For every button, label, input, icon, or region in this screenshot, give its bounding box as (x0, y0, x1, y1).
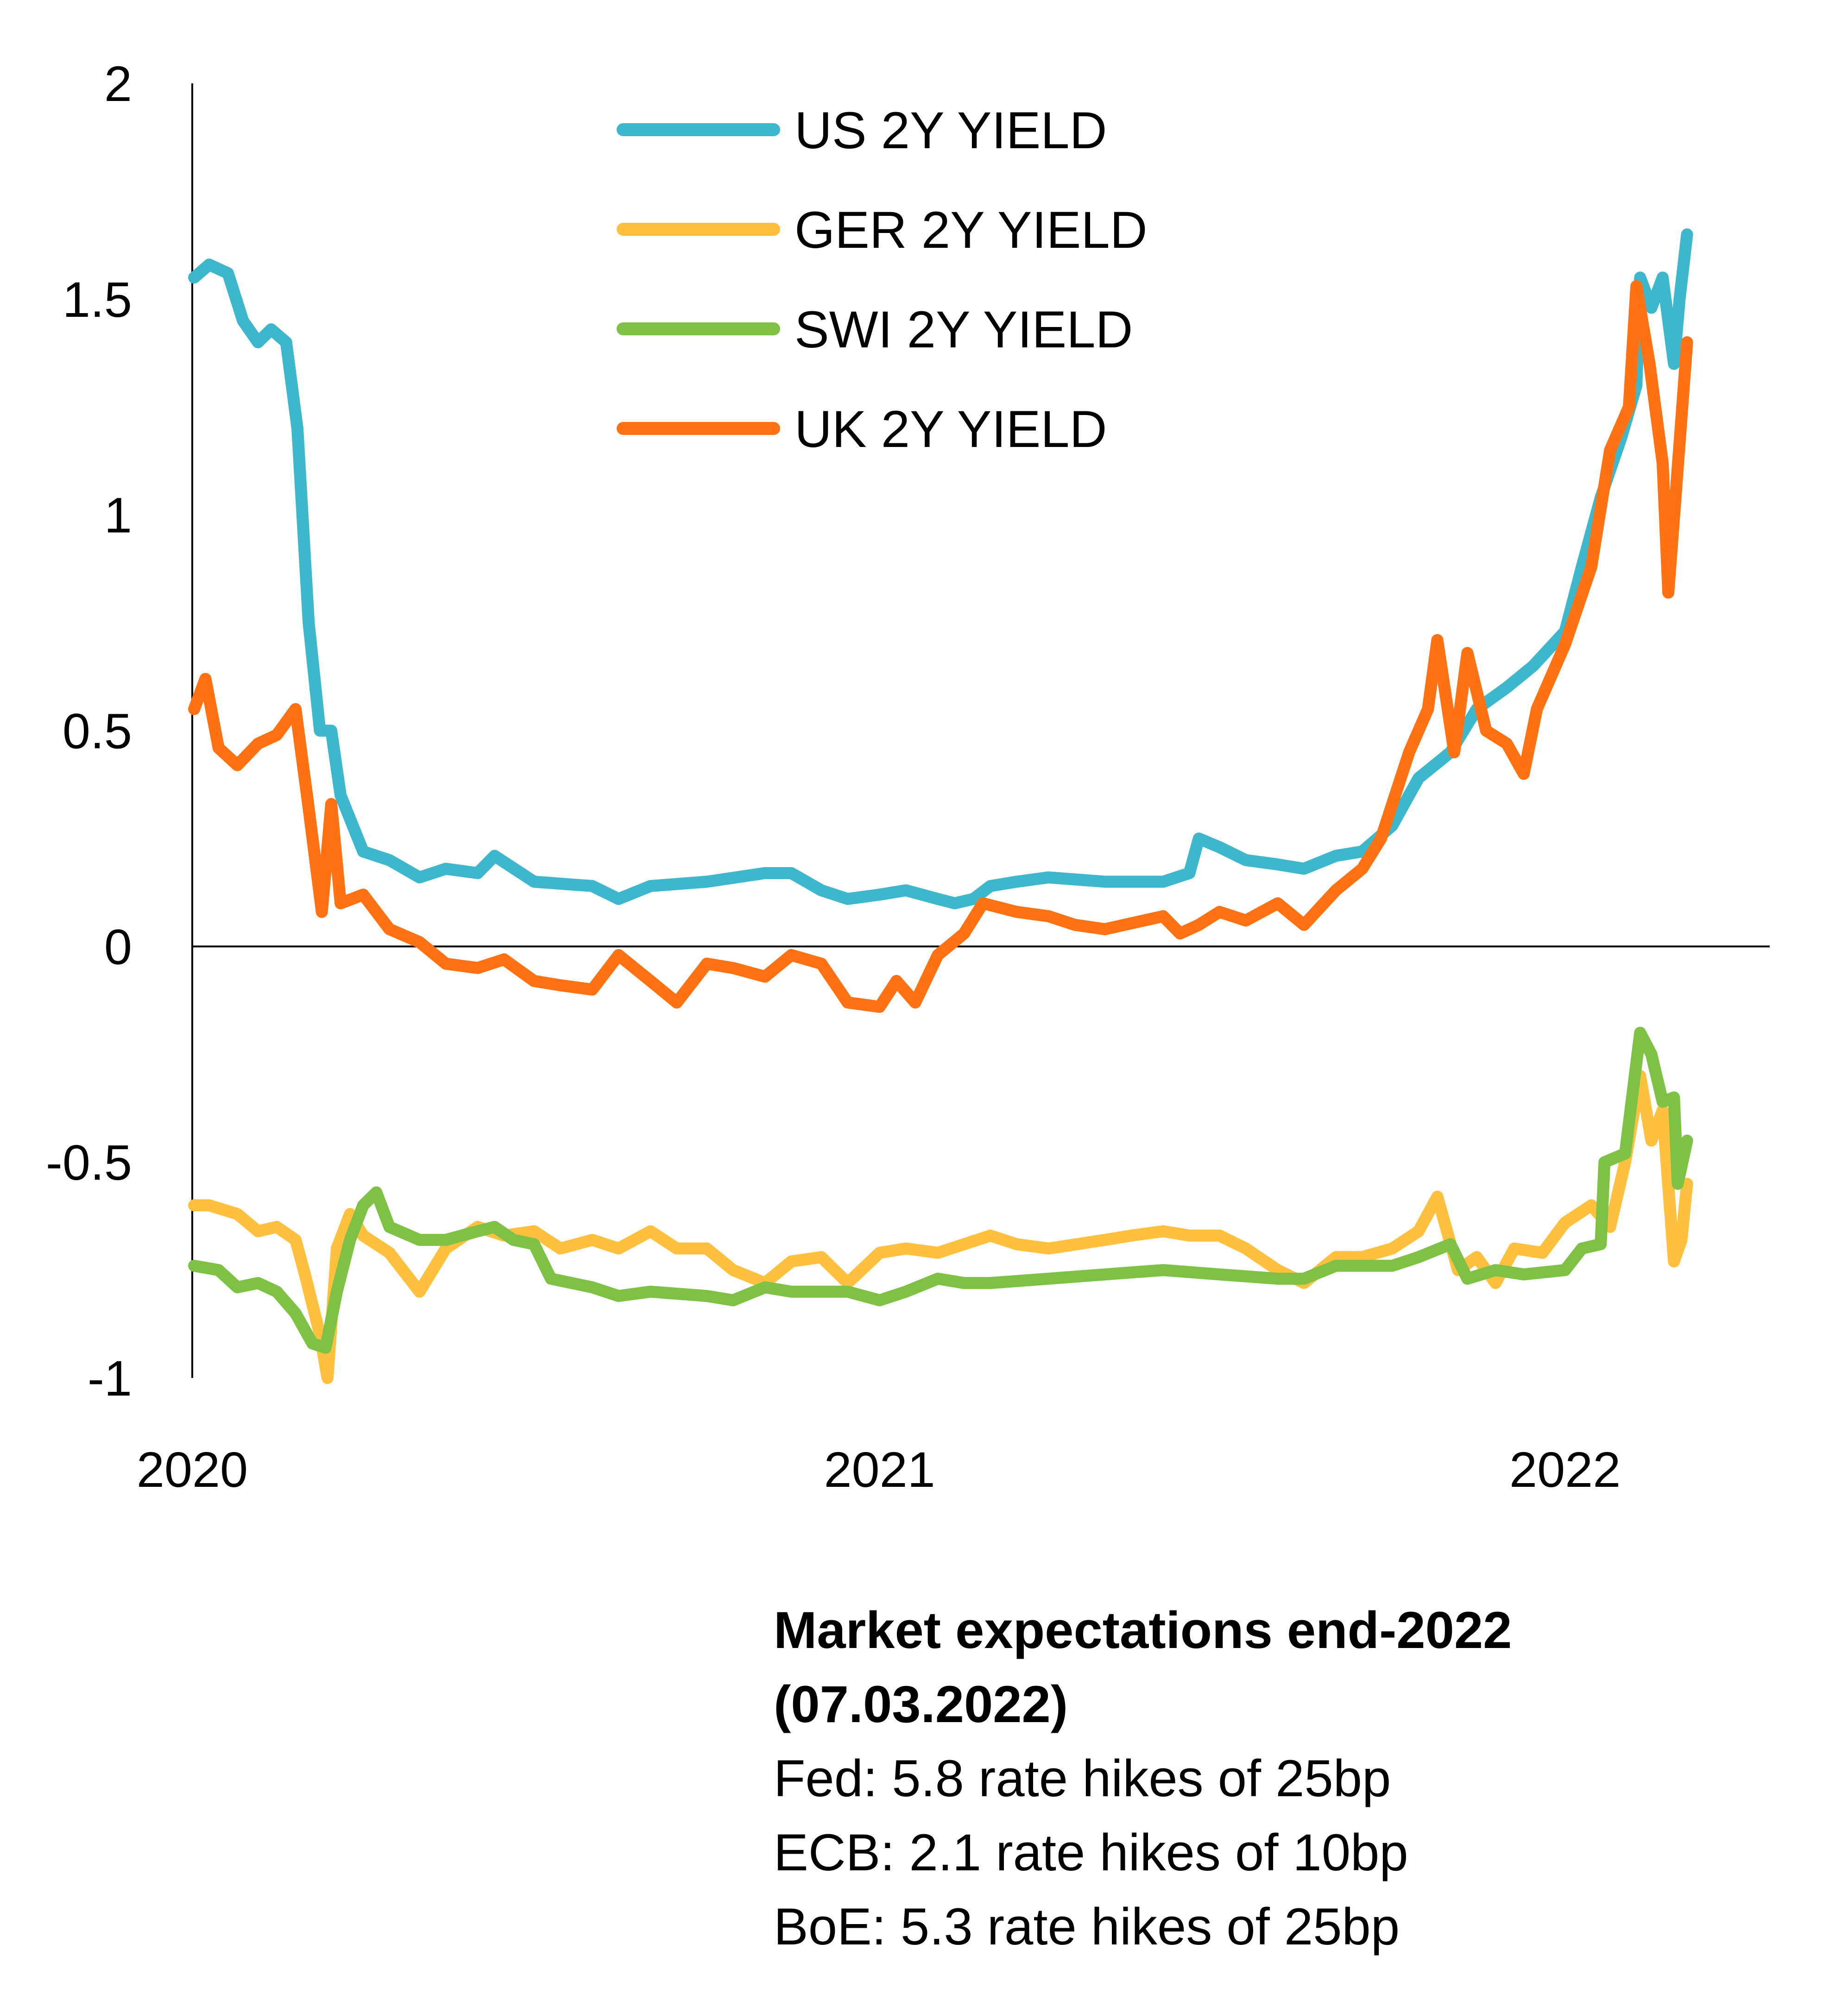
legend: US 2Y YIELD GER 2Y YIELD SWI 2Y YIELD UK 2Y… (617, 101, 1148, 458)
legend-label-ger: GER 2Y YIELD (795, 201, 1148, 259)
note-line-ecb: ECB: 2.1 rate hikes of 10bp (774, 1824, 1408, 1881)
note-line-boe: BoE: 5.3 rate hikes of 25bp (774, 1898, 1400, 1956)
note-heading-line-2: (07.03.2022) (774, 1675, 1068, 1733)
series-line-uk (188, 280, 1693, 1013)
y-tick-label: -0.5 (46, 1134, 132, 1190)
y-tick-label: 1 (104, 487, 132, 543)
x-tick-label: 2022 (1509, 1441, 1621, 1497)
legend-label-uk: UK 2Y YIELD (795, 400, 1107, 458)
x-tick-label: 2020 (137, 1441, 248, 1497)
note-line-fed: Fed: 5.8 rate hikes of 25bp (774, 1749, 1391, 1807)
series-line-swi (188, 1026, 1693, 1354)
y-tick-label: 1.5 (63, 271, 132, 327)
series-lines (188, 228, 1693, 1384)
series-line-us (188, 228, 1693, 910)
legend-label-swi: SWI 2Y YIELD (795, 301, 1133, 359)
y-tick-label: -1 (88, 1350, 132, 1406)
legend-label-us: US 2Y YIELD (795, 101, 1107, 159)
y-tick-label: 0 (104, 918, 132, 975)
market-expectations-note: Market expectations end-2022 (07.03.2022… (774, 1593, 1816, 1964)
series-line-ger (188, 1069, 1693, 1384)
y-tick-label: 0.5 (63, 703, 132, 759)
note-heading-line-1: Market expectations end-2022 (774, 1601, 1512, 1659)
y-tick-label: 2 (104, 56, 132, 112)
x-tick-label: 2021 (824, 1441, 935, 1497)
